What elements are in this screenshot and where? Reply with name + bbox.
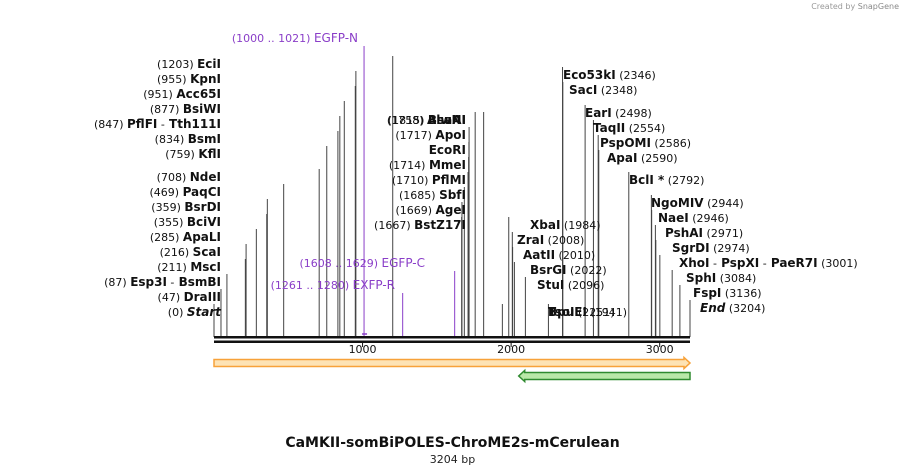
site-label-r18[interactable]: XhoI - PspXI - PaeR7I (3001) (679, 256, 858, 270)
credit-prefix: Created by (811, 2, 856, 11)
site-label-s1[interactable]: (47) DraIII (158, 290, 221, 304)
site-label-s14[interactable]: (951) Acc65I (143, 87, 221, 101)
site-label-r21[interactable]: End (3204) (700, 301, 765, 315)
site-lines (213, 56, 691, 337)
site-label-m4[interactable]: (1714) MmeI (389, 158, 466, 172)
site-label-s4[interactable]: (216) ScaI (160, 245, 221, 259)
site-label-r16[interactable]: PshAI (2971) (665, 226, 743, 240)
site-label-m0[interactable]: (1667) BstZ17I (374, 218, 466, 232)
site-label-m6[interactable]: (1717) ApoI (395, 128, 466, 142)
map-length: 3204 bp (429, 453, 476, 466)
site-label-s10[interactable]: (759) KflI (165, 147, 221, 161)
backbone-top-strand (214, 336, 690, 339)
site-label-r6[interactable]: TsoI (2251) (548, 305, 615, 319)
site-label-r20[interactable]: FspI (3136) (693, 286, 761, 300)
site-label-s15[interactable]: (955) KpnI (157, 72, 221, 86)
site-label-s7[interactable]: (359) BsrDI (151, 200, 221, 214)
site-label-r9[interactable]: EarI (2498) (585, 106, 652, 120)
site-label-m7[interactable]: (1758) AlwNI (387, 113, 466, 127)
ruler-label-1: 2000 (497, 343, 525, 356)
map-title: CaMKII-somBiPOLES-ChroME2s-mCerulean (285, 435, 620, 451)
site-label-m8[interactable]: (1815) BsaAI (388, 113, 466, 127)
primer-label-p0[interactable]: (1000 .. 1021) EGFP-N (232, 31, 358, 45)
site-label-r19[interactable]: SphI (3084) (686, 271, 756, 285)
primer-annotations: (1000 .. 1021) EGFP-N (1608 .. 1629) EGFP… (232, 31, 457, 343)
site-label-s8[interactable]: (469) PaqCI (149, 185, 221, 199)
site-label-s5[interactable]: (285) ApaLI (150, 230, 221, 244)
site-label-s9[interactable]: (708) NdeI (157, 170, 221, 184)
site-label-r10[interactable]: TaqII (2554) (593, 121, 665, 135)
site-label-s3[interactable]: (211) MscI (157, 260, 221, 274)
site-label-r15[interactable]: NaeI (2946) (658, 211, 729, 225)
site-label-s12[interactable]: (847) PflFI - Tth111I (94, 117, 221, 131)
site-label-s0[interactable]: (0) Start (168, 305, 222, 319)
feature-arrows (213, 355, 692, 384)
site-label-r0[interactable]: BpuEI (1941) (548, 305, 627, 319)
site-label-r4[interactable]: BsrGI (2022) (530, 263, 607, 277)
site-label-r5[interactable]: StuI (2096) (537, 278, 604, 292)
site-label-r13[interactable]: BclI * (2792) (629, 173, 704, 187)
ruler-label-0: 1000 (349, 343, 377, 356)
site-label-m3[interactable]: (1710) PflMI (392, 173, 466, 187)
site-label-r1[interactable]: XbaI (1984) (530, 218, 600, 232)
backbone-bottom-strand (214, 340, 690, 343)
primer-label-p1[interactable]: (1608 .. 1629) EGFP-C (299, 256, 425, 270)
orange-feature-arrow[interactable] (213, 355, 692, 371)
site-label-r8[interactable]: SacI (2348) (569, 83, 637, 97)
site-label-s13[interactable]: (877) BsiWI (150, 102, 221, 116)
snapgene-logo: SnapGene (857, 2, 899, 11)
green-feature-arrow[interactable] (517, 368, 691, 384)
site-label-r12[interactable]: ApaI (2590) (607, 151, 678, 165)
site-label-m5[interactable]: EcoRI (429, 143, 466, 157)
ruler-label-2: 3000 (646, 343, 674, 356)
site-label-s6[interactable]: (355) BciVI (154, 215, 221, 229)
dna-backbone: 1000 2000 3000 (214, 336, 690, 356)
site-label-s16[interactable]: (1203) EciI (157, 57, 221, 71)
primer-label-p2[interactable]: (1261 .. 1280) EXFP-R (271, 278, 395, 292)
site-label-r3[interactable]: AatII (2010) (523, 248, 595, 262)
site-label-r11[interactable]: PspOMI (2586) (600, 136, 691, 150)
site-labels: (0) Start(47) DraIII(87) Esp3I - BsmBI(2… (94, 57, 858, 319)
site-label-s11[interactable]: (834) BsmI (155, 132, 221, 146)
snapgene-credit: Created by SnapGene (811, 2, 899, 11)
site-label-r14[interactable]: NgoMIV (2944) (651, 196, 744, 210)
site-label-r2[interactable]: ZraI (2008) (517, 233, 584, 247)
site-label-m1[interactable]: (1669) AgeI (395, 203, 466, 217)
site-label-m2[interactable]: (1685) SbfI (399, 188, 466, 202)
site-label-r7[interactable]: Eco53kI (2346) (563, 68, 656, 82)
site-label-r17[interactable]: SgrDI (2974) (672, 241, 750, 255)
site-label-s2[interactable]: (87) Esp3I - BsmBI (104, 275, 221, 289)
